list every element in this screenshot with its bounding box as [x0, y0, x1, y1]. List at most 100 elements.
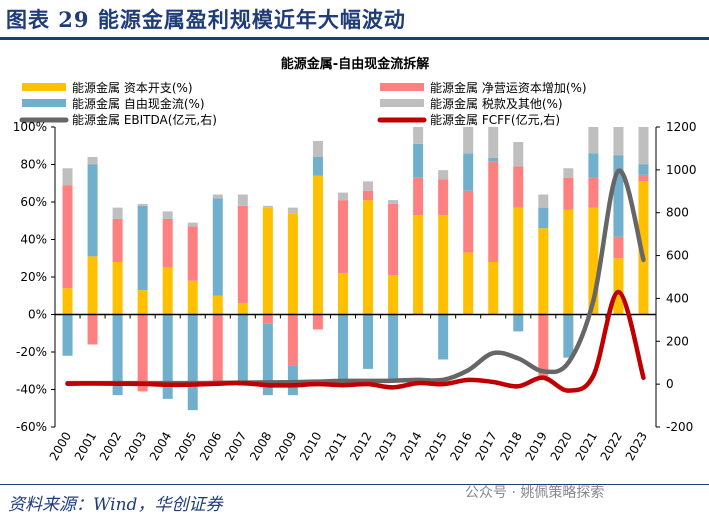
bar-segment [538, 207, 549, 229]
x-tick-label: 2003 [122, 430, 149, 463]
x-tick-label: 2023 [623, 430, 650, 463]
bar-segment [212, 295, 223, 315]
y-tick-label-right: 0 [666, 377, 674, 391]
bar-segment [588, 177, 599, 208]
x-tick-label: 2011 [322, 430, 349, 463]
bar-segment [513, 207, 524, 315]
bar-segment [112, 207, 123, 219]
bar-segment [488, 262, 499, 315]
y-tick-label-right: 200 [666, 334, 689, 348]
bar-segment [87, 164, 98, 257]
bar-segment [438, 179, 449, 216]
bar-segment [413, 143, 424, 178]
bar-segment [287, 314, 298, 366]
bar-segment [212, 314, 223, 386]
bar-segment [312, 175, 323, 315]
x-tick-label: 2015 [422, 430, 449, 463]
bar-segment [388, 314, 399, 381]
bar-segment [563, 209, 574, 315]
x-tick-label: 2009 [272, 430, 299, 463]
bar-segment [388, 200, 399, 204]
x-tick-label: 2007 [222, 430, 249, 463]
bar-segment [513, 314, 524, 332]
bar-segment [312, 157, 323, 176]
bar-segment [463, 153, 474, 191]
bar-segment [337, 192, 348, 201]
y-tick-label-left: 40% [20, 233, 47, 247]
bar-segment [237, 194, 248, 206]
bar-segment [137, 203, 148, 206]
x-tick-label: 2005 [172, 430, 199, 463]
bar-segment [538, 314, 549, 377]
bar-segment [538, 228, 549, 315]
bar-segment [262, 205, 273, 208]
bar-segment [337, 273, 348, 315]
bar-segment [563, 314, 574, 358]
bar-segment [413, 177, 424, 216]
bar-segment [237, 205, 248, 304]
bar-segment [137, 205, 148, 291]
bar-segment [187, 280, 198, 315]
bar-segment [187, 314, 198, 411]
bar-segment [237, 314, 248, 386]
bar-segment [363, 200, 374, 315]
source-note: 资料来源：Wind，华创证券 [8, 495, 223, 515]
bar-segment [187, 226, 198, 281]
bar-segment [513, 166, 524, 208]
bar-segment [237, 303, 248, 315]
bar-segment [388, 203, 399, 276]
bar-segment [312, 141, 323, 157]
bar-segment [638, 127, 649, 165]
y-tick-label-right: -200 [666, 420, 693, 434]
x-tick-label: 2001 [72, 430, 99, 463]
bar-segment [613, 155, 624, 237]
bar-segment [62, 185, 73, 289]
bar-segment [388, 275, 399, 315]
bar-segment [588, 207, 599, 315]
legend-label: 能源金属 净营运资本增加(%) [430, 80, 587, 95]
bar-segment [488, 157, 499, 162]
bar-segment [413, 215, 424, 315]
bar-segment [363, 181, 374, 191]
bar-segment [162, 218, 173, 268]
bar-segment [62, 314, 73, 356]
bar-segment [87, 314, 98, 345]
legend-swatch [380, 99, 424, 107]
x-tick-label: 2020 [548, 430, 575, 463]
y-tick-label-left: -40% [16, 383, 47, 397]
x-tick-label: 2000 [47, 430, 74, 463]
legend-swatch [22, 99, 66, 107]
x-tick-label: 2013 [372, 430, 399, 463]
bar-segment [438, 170, 449, 180]
bar-segment [638, 174, 649, 182]
bar-segment [62, 288, 73, 315]
bar-segment [613, 236, 624, 259]
bar-segment [413, 127, 424, 144]
y-tick-label-left: 60% [20, 195, 47, 209]
bar-segment [563, 177, 574, 210]
bar-segment [162, 267, 173, 315]
watermark: 公众号 · 姚佩策略探索 [465, 485, 605, 501]
bar-segment [463, 190, 474, 253]
bar-segment [613, 258, 624, 315]
bar-segment [262, 207, 273, 315]
title-divider [0, 37, 709, 40]
bar-segment [588, 127, 599, 154]
bar-segment [438, 215, 449, 315]
x-tick-label: 2021 [573, 430, 600, 463]
legend-label: 能源金属 税款及其他(%) [430, 96, 563, 111]
bar-segment [312, 314, 323, 330]
bar-segment [112, 218, 123, 262]
bar-segment [262, 314, 273, 324]
y-tick-label-left: 0% [28, 308, 47, 322]
footer-divider [0, 484, 709, 485]
legend-swatch [22, 83, 66, 91]
bar-segment [337, 314, 348, 382]
bar-segment [137, 314, 148, 392]
bar-segment [212, 198, 223, 296]
bar-segment [62, 168, 73, 186]
bar-segment [613, 127, 624, 156]
bar-segment [463, 127, 474, 154]
bar-segment [588, 153, 599, 178]
